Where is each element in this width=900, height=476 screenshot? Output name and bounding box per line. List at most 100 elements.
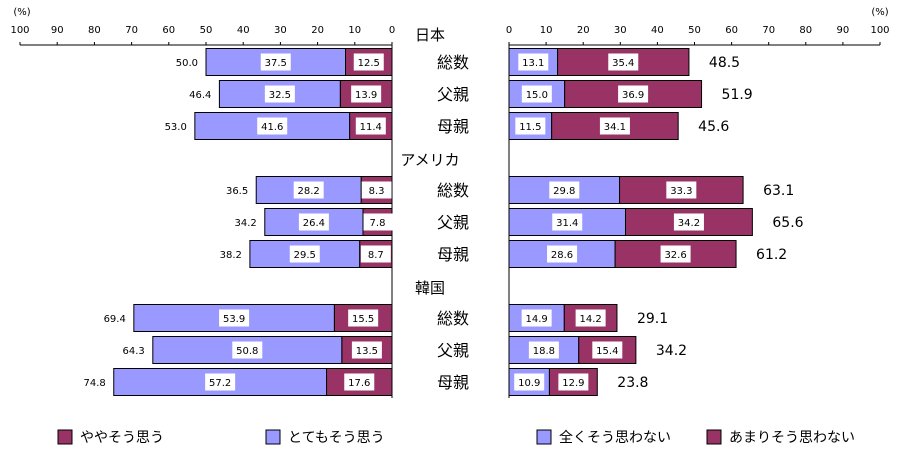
right-bar-value: 15.0 — [526, 90, 548, 101]
right-tick-label: 100 — [870, 25, 889, 36]
right-tick-label: 60 — [725, 25, 738, 36]
right-total-label: 63.1 — [763, 183, 794, 199]
left-bar-value: 13.9 — [355, 90, 377, 101]
left-bar-value: 41.6 — [261, 122, 283, 133]
left-tick-label: 30 — [274, 25, 287, 36]
right-bar-value-bg — [514, 373, 545, 391]
left-bar-value: 32.5 — [269, 90, 291, 101]
right-bar-value: 28.6 — [551, 250, 573, 261]
left-bar-value: 11.4 — [360, 122, 382, 133]
right-bar-value-bg — [558, 373, 589, 391]
row-label: 父親 — [437, 213, 469, 232]
right-bar-value: 34.2 — [678, 218, 700, 229]
left-total-label: 50.0 — [176, 58, 198, 69]
left-bar-value-bg — [355, 117, 386, 135]
right-bar-value: 35.4 — [612, 58, 634, 69]
right-bar-value-bg — [518, 53, 549, 71]
row-label: 総数 — [437, 181, 469, 200]
left-tick-label: 50 — [200, 25, 213, 36]
left-bar-value: 53.9 — [223, 314, 245, 325]
legend-right-1-swatch — [536, 429, 552, 445]
left-bar-value-bg — [260, 53, 291, 71]
left-tick-label: 80 — [88, 25, 101, 36]
right-bar-value: 14.9 — [526, 314, 548, 325]
right-bar-value-bg — [618, 85, 649, 103]
left-bar-value-bg — [361, 181, 392, 199]
left-bar-value-bg — [351, 85, 382, 103]
right-tick-label: 20 — [577, 25, 590, 36]
left-total-label: 74.8 — [83, 378, 105, 389]
left-tick-label: 40 — [237, 25, 250, 36]
left-bar-value: 7.8 — [370, 218, 386, 229]
right-bar-value: 34.1 — [604, 122, 626, 133]
left-bar-value-bg — [293, 181, 324, 199]
left-bar-value-bg — [289, 245, 320, 263]
right-bar-value: 29.8 — [553, 186, 575, 197]
left-total-label: 38.2 — [220, 250, 242, 261]
right-bar-value: 12.9 — [562, 378, 584, 389]
left-bar-value-bg — [360, 245, 391, 263]
row-label: 母親 — [437, 245, 469, 264]
right-bar-value-bg — [599, 117, 630, 135]
right-total-label: 65.6 — [772, 215, 803, 231]
left-tick-label: 60 — [162, 25, 175, 36]
right-bar-value-bg — [521, 309, 552, 327]
left-bar-value: 37.5 — [265, 58, 287, 69]
right-bar-value: 36.9 — [622, 90, 644, 101]
right-bar-value-bg — [521, 85, 552, 103]
right-bar-segment — [624, 208, 753, 236]
left-bar-value: 50.8 — [236, 346, 258, 357]
left-total-label: 69.4 — [104, 314, 126, 325]
right-total-label: 45.6 — [698, 119, 729, 135]
group-label: 日本 — [415, 26, 445, 44]
group-label: 韓国 — [415, 279, 445, 297]
left-tick-label: 90 — [51, 25, 64, 36]
legend-left-2-label: とてもそう思う — [288, 430, 385, 446]
right-bar-value: 18.8 — [533, 346, 555, 357]
right-bar-value: 11.5 — [519, 122, 541, 133]
left-tick-label: 70 — [125, 25, 138, 36]
right-bar-value: 15.4 — [596, 346, 618, 357]
right-tick-label: 50 — [688, 25, 701, 36]
left-bar-value: 29.5 — [294, 250, 316, 261]
left-tick-label: 100 — [10, 25, 29, 36]
left-total-label: 36.5 — [226, 186, 248, 197]
right-bar-value-bg — [528, 341, 559, 359]
left-bar-value-bg — [362, 213, 393, 231]
right-bar-value: 32.6 — [664, 250, 686, 261]
left-bar-value-bg — [353, 53, 384, 71]
right-total-label: 51.9 — [722, 87, 753, 103]
right-bar-value-bg — [660, 245, 691, 263]
right-tick-label: 0 — [506, 25, 512, 36]
left-bar-value: 17.6 — [348, 378, 370, 389]
right-bar-value: 33.3 — [670, 186, 692, 197]
left-total-label: 46.4 — [189, 90, 211, 101]
left-total-label: 64.3 — [123, 346, 145, 357]
left-bar-value: 28.2 — [298, 186, 320, 197]
right-bar-value-bg — [547, 245, 578, 263]
right-total-label: 34.2 — [656, 343, 687, 359]
left-bar-value-bg — [348, 309, 379, 327]
right-total-label: 48.5 — [709, 55, 740, 71]
right-tick-label: 30 — [614, 25, 627, 36]
left-bar-value-bg — [344, 373, 375, 391]
right-tick-label: 10 — [540, 25, 553, 36]
left-bar-segment — [113, 368, 328, 396]
right-bar-value-bg — [666, 181, 697, 199]
right-bar-value-bg — [608, 53, 639, 71]
legend-right-1-label: 全くそう思わない — [559, 429, 671, 446]
right-tick-label: 40 — [651, 25, 664, 36]
right-bar-value-bg — [552, 213, 583, 231]
unit-label-right: (%) — [871, 7, 888, 18]
right-tick-label: 90 — [837, 25, 850, 36]
left-bar-value-bg — [351, 341, 382, 359]
group-label: アメリカ — [400, 151, 459, 169]
left-bar-value: 57.2 — [209, 378, 231, 389]
left-bar-value-bg — [232, 341, 263, 359]
left-bar-value-bg — [257, 117, 288, 135]
right-bar-value-bg — [673, 213, 704, 231]
left-bar-value: 8.3 — [369, 186, 385, 197]
right-bar-value-bg — [592, 341, 623, 359]
row-label: 母親 — [437, 117, 469, 136]
